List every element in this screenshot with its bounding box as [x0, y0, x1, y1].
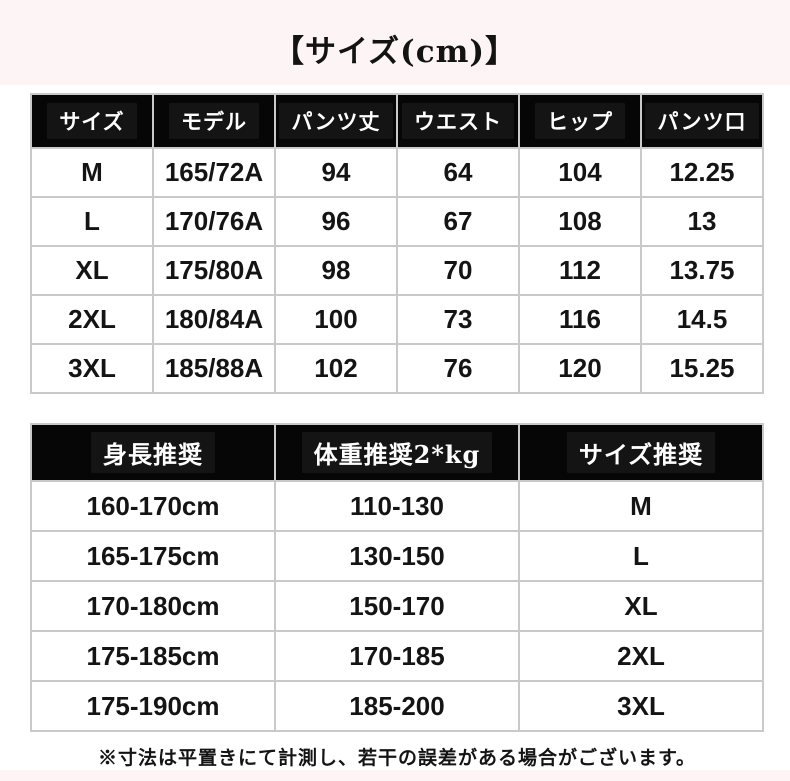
table-cell: 67 — [396, 196, 520, 247]
column-header-waist: ウエスト — [396, 93, 520, 149]
column-header-label: サイズ推奨 — [566, 432, 716, 473]
table-cell: 108 — [518, 196, 642, 247]
table-row: 3XL 185/88A 102 76 120 15.25 — [30, 343, 764, 394]
table-row: 175-190cm 185-200 3XL — [30, 680, 764, 732]
column-header-label: サイズ — [47, 103, 137, 139]
table-cell: 170/76A — [152, 196, 276, 247]
table-cell: 13 — [640, 196, 764, 247]
size-spec-table: サイズ モデル パンツ丈 ウエスト ヒップ パンツ口 M 165/72A 94 … — [30, 93, 764, 394]
table-row: M 165/72A 94 64 104 12.25 — [30, 147, 764, 198]
table-row: L 170/76A 96 67 108 13 — [30, 196, 764, 247]
column-header-size: サイズ — [30, 93, 154, 149]
table-cell: 116 — [518, 294, 642, 345]
table-cell: 120 — [518, 343, 642, 394]
table-cell: 112 — [518, 245, 642, 296]
table-cell: 165-175cm — [30, 530, 276, 582]
table-cell: 2XL — [30, 294, 154, 345]
table-row: XL 175/80A 98 70 112 13.75 — [30, 245, 764, 296]
size-spec-table-head: サイズ モデル パンツ丈 ウエスト ヒップ パンツ口 — [30, 93, 764, 149]
table-cell: 15.25 — [640, 343, 764, 394]
table-cell: 170-185 — [274, 630, 520, 682]
column-header-label: ウエスト — [402, 103, 514, 139]
table-row: 160-170cm 110-130 M — [30, 480, 764, 532]
table-cell: 175/80A — [152, 245, 276, 296]
size-spec-table-body: M 165/72A 94 64 104 12.25 L 170/76A 96 6… — [30, 147, 764, 394]
table-cell: 130-150 — [274, 530, 520, 582]
size-recommendation-table: 身長推奨 体重推奨2*kg サイズ推奨 160-170cm 110-130 M … — [30, 423, 764, 732]
column-header-label: モデル — [169, 103, 259, 139]
table-cell: 100 — [274, 294, 398, 345]
table-cell: 165/72A — [152, 147, 276, 198]
table-cell: 175-185cm — [30, 630, 276, 682]
column-header-height-recommendation: 身長推奨 — [30, 423, 276, 482]
table-cell: 12.25 — [640, 147, 764, 198]
size-recommendation-table-head: 身長推奨 体重推奨2*kg サイズ推奨 — [30, 423, 764, 482]
table-cell: 2XL — [518, 630, 764, 682]
page-title: 【サイズ(cm)】 — [272, 34, 518, 70]
table-row: 170-180cm 150-170 XL — [30, 580, 764, 632]
table-cell: 170-180cm — [30, 580, 276, 632]
table-cell: 14.5 — [640, 294, 764, 345]
table-cell: 13.75 — [640, 245, 764, 296]
table-cell: 185-200 — [274, 680, 520, 732]
table-cell: 3XL — [30, 343, 154, 394]
column-header-hip: ヒップ — [518, 93, 642, 149]
column-header-label: パンツ丈 — [279, 103, 393, 139]
title-band: 【サイズ(cm)】 — [0, 0, 790, 85]
table-row: 165-175cm 130-150 L — [30, 530, 764, 582]
table-cell: M — [518, 480, 764, 532]
column-header-size-recommendation: サイズ推奨 — [518, 423, 764, 482]
table-cell: 180/84A — [152, 294, 276, 345]
table-cell: L — [30, 196, 154, 247]
table-cell: 96 — [274, 196, 398, 247]
table-cell: 73 — [396, 294, 520, 345]
table-cell: 104 — [518, 147, 642, 198]
column-header-leg-opening: パンツ口 — [640, 93, 764, 149]
table-cell: 185/88A — [152, 343, 276, 394]
table-cell: 98 — [274, 245, 398, 296]
table-cell: 102 — [274, 343, 398, 394]
header-row: サイズ モデル パンツ丈 ウエスト ヒップ パンツ口 — [30, 93, 764, 149]
table-cell: 150-170 — [274, 580, 520, 632]
table-cell: 70 — [396, 245, 520, 296]
table-cell: 94 — [274, 147, 398, 198]
column-header-weight-recommendation: 体重推奨2*kg — [274, 423, 520, 482]
table-cell: 160-170cm — [30, 480, 276, 532]
header-row: 身長推奨 体重推奨2*kg サイズ推奨 — [30, 423, 764, 482]
column-header-pants-length: パンツ丈 — [274, 93, 398, 149]
table-row: 175-185cm 170-185 2XL — [30, 630, 764, 682]
column-header-label: 身長推奨 — [91, 432, 215, 473]
content-area: サイズ モデル パンツ丈 ウエスト ヒップ パンツ口 M 165/72A 94 … — [0, 85, 790, 770]
column-header-label: パンツ口 — [645, 103, 759, 139]
table-cell: 110-130 — [274, 480, 520, 532]
table-cell: M — [30, 147, 154, 198]
size-recommendation-table-body: 160-170cm 110-130 M 165-175cm 130-150 L … — [30, 480, 764, 732]
bottom-strip — [0, 770, 790, 781]
column-header-model: モデル — [152, 93, 276, 149]
table-cell: 76 — [396, 343, 520, 394]
table-cell: XL — [30, 245, 154, 296]
table-cell: L — [518, 530, 764, 582]
table-cell: XL — [518, 580, 764, 632]
table-cell: 64 — [396, 147, 520, 198]
column-header-label: 体重推奨2*kg — [301, 432, 493, 473]
table-row: 2XL 180/84A 100 73 116 14.5 — [30, 294, 764, 345]
table-cell: 175-190cm — [30, 680, 276, 732]
table-cell: 3XL — [518, 680, 764, 732]
column-header-label: ヒップ — [535, 103, 625, 139]
measurement-disclaimer-note: ※寸法は平置きにて計測し、若干の誤差がある場合がございます。 — [97, 748, 697, 769]
